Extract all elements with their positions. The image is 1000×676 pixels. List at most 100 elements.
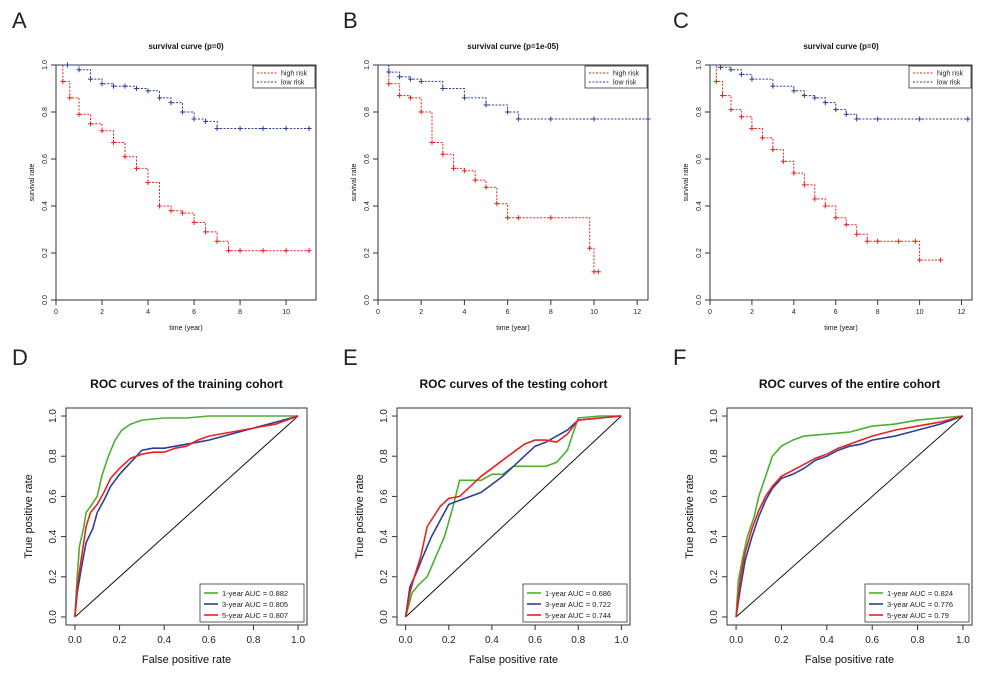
censor-mark <box>157 95 163 101</box>
censor-mark <box>515 215 521 221</box>
censor-mark <box>122 154 128 160</box>
panel-letter: E <box>343 345 358 370</box>
censor-mark <box>440 86 446 91</box>
x-axis-label: time (year) <box>824 325 857 332</box>
y-tick-label: 0.6 <box>379 489 390 503</box>
y-tick-label: 0.6 <box>42 154 49 164</box>
x-tick-label: 6 <box>834 309 838 316</box>
censor-mark <box>801 182 807 188</box>
x-tick-label: 0 <box>54 309 58 316</box>
censor-mark <box>896 238 902 244</box>
series-line <box>404 415 622 618</box>
x-tick-label: 8 <box>238 309 242 316</box>
y-tick-label: 0.6 <box>709 489 720 503</box>
legend-label: low risk <box>937 80 961 87</box>
panel-letter: C <box>673 8 689 33</box>
series-line <box>378 64 648 120</box>
censor-mark <box>386 81 392 87</box>
x-tick-label: 0 <box>708 309 712 316</box>
y-tick-label: 1.0 <box>696 60 703 70</box>
y-tick-label: 0.4 <box>696 201 703 211</box>
censor-mark <box>505 215 511 221</box>
censor-mark <box>145 180 151 185</box>
panel-letter: F <box>673 345 686 370</box>
x-tick-label: 0.4 <box>485 635 499 646</box>
censor-mark <box>494 201 500 207</box>
x-tick-label: 2 <box>750 309 754 316</box>
censor-mark <box>386 69 392 75</box>
censor-mark <box>938 257 944 263</box>
censor-mark <box>875 116 881 122</box>
censor-mark <box>728 67 734 73</box>
censor-mark <box>203 118 209 124</box>
y-tick-label: 0.4 <box>379 529 390 543</box>
series-line <box>710 64 941 261</box>
series-line <box>404 415 622 618</box>
y-tick-label: 0.0 <box>379 610 390 624</box>
censor-mark <box>283 125 289 131</box>
y-tick-label: 0.6 <box>48 489 59 503</box>
series-line <box>404 415 622 618</box>
censor-mark <box>440 151 446 157</box>
censor-mark <box>203 229 209 235</box>
x-axis-label: time (year) <box>169 325 202 332</box>
series-line <box>710 64 968 120</box>
legend-label: low risk <box>613 80 637 87</box>
y-tick-label: 1.0 <box>379 409 390 423</box>
censor-mark <box>418 78 424 84</box>
legend-label: 5-year AUC = 0.744 <box>545 611 611 620</box>
censor-mark <box>875 238 881 244</box>
censor-mark <box>134 165 140 171</box>
censor-mark <box>461 95 467 101</box>
y-tick-label: 0.4 <box>42 201 49 211</box>
censor-mark <box>591 269 597 275</box>
censor-mark <box>770 147 776 153</box>
censor-mark <box>645 116 651 122</box>
series-line <box>74 415 299 618</box>
x-tick-label: 6 <box>192 309 196 316</box>
y-tick-label: 0.0 <box>709 610 720 624</box>
series-line <box>56 64 310 252</box>
censor-mark <box>407 76 413 82</box>
censor-mark <box>843 222 849 228</box>
x-tick-label: 4 <box>792 309 796 316</box>
y-axis-label: True positive rate <box>23 474 35 559</box>
legend-label: 5-year AUC = 0.807 <box>222 611 288 620</box>
y-tick-label: 0.8 <box>696 107 703 117</box>
censor-mark <box>214 238 220 244</box>
censor-mark <box>812 196 818 202</box>
legend-label: 1-year AUC = 0.824 <box>887 589 953 598</box>
censor-mark <box>260 248 266 254</box>
censor-mark <box>397 93 403 99</box>
y-tick-label: 0.4 <box>48 529 59 543</box>
y-axis-label: survival rate <box>29 164 36 202</box>
plot-frame <box>396 407 631 626</box>
x-tick-label: 10 <box>282 309 290 316</box>
x-tick-label: 8 <box>549 309 553 316</box>
chart-title: survival curve (p=0) <box>803 42 879 51</box>
censor-mark <box>843 111 849 117</box>
censor-mark <box>76 67 82 73</box>
censor-mark <box>237 248 243 254</box>
censor-mark <box>738 71 744 77</box>
plot-frame <box>709 64 973 301</box>
y-tick-label: 1.0 <box>48 409 59 423</box>
x-tick-label: 0.4 <box>157 635 171 646</box>
censor-mark <box>780 158 786 164</box>
reference-diagonal <box>74 415 299 618</box>
censor-mark <box>759 135 765 141</box>
x-tick-label: 6 <box>506 309 510 316</box>
chart-title: ROC curves of the entire cohort <box>759 377 940 391</box>
censor-mark <box>854 231 860 237</box>
plot-frame <box>65 407 308 626</box>
legend-label: 3-year AUC = 0.776 <box>887 600 953 609</box>
y-tick-label: 0.2 <box>364 248 371 258</box>
series-line <box>735 415 964 618</box>
y-tick-label: 0.8 <box>42 107 49 117</box>
censor-mark <box>822 100 828 106</box>
censor-mark <box>168 100 174 106</box>
y-tick-label: 0.2 <box>709 569 720 583</box>
series-line <box>74 415 299 618</box>
censor-mark <box>418 109 424 115</box>
